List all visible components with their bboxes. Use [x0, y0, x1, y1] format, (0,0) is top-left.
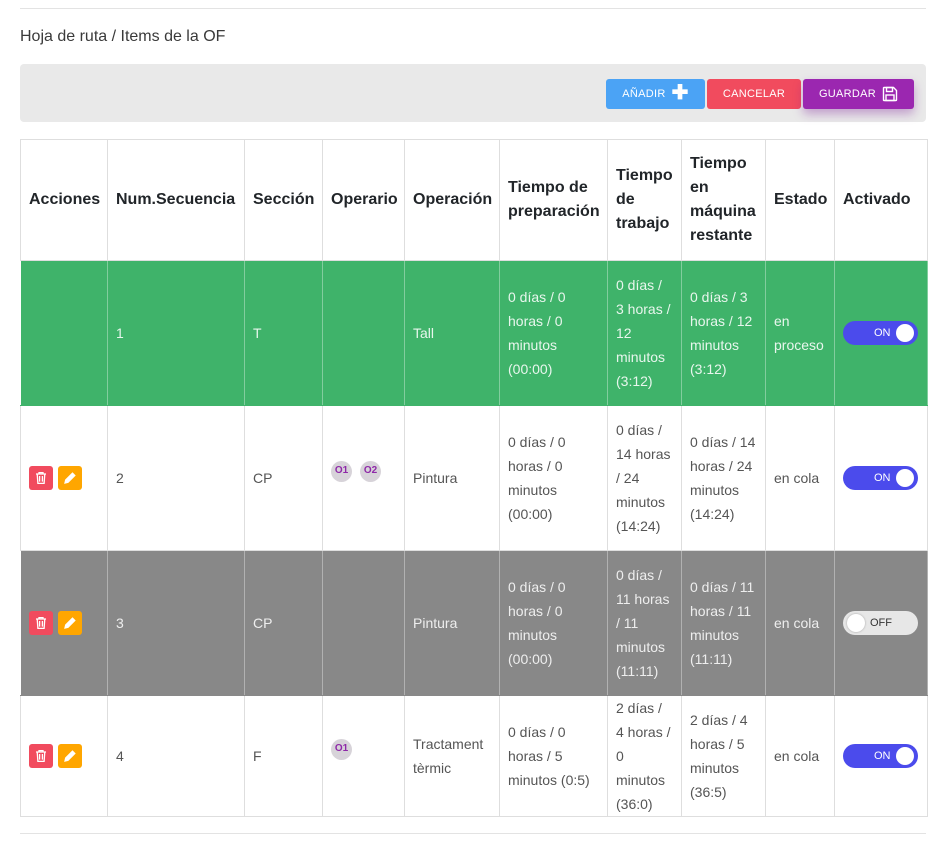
table-row: 4 F O1 Tractament tèrmic 0 días / 0 hora…: [20, 695, 928, 817]
toggle-label: ON: [874, 472, 891, 484]
header-estado: Estado: [765, 139, 835, 261]
prep-time-cell: 0 días / 0 horas / 0 minutos (00:00): [499, 405, 608, 551]
remaining-time-cell: 0 días / 3 horas / 12 minutos (3:12): [681, 260, 766, 406]
pencil-icon: [64, 472, 76, 484]
sequence-cell: 2: [107, 405, 245, 551]
header-operacion: Operación: [404, 139, 500, 261]
cancel-button-label: CANCELAR: [722, 88, 786, 100]
toggle-knob: [896, 324, 914, 342]
operator-chip[interactable]: O1: [331, 738, 352, 760]
trash-icon: [36, 471, 46, 485]
header-acciones: Acciones: [20, 139, 108, 261]
sequence-cell: 1: [107, 260, 245, 406]
pencil-icon: [64, 617, 76, 629]
actions-cell: [20, 405, 108, 551]
activated-toggle[interactable]: ON: [843, 321, 918, 345]
delete-button[interactable]: [29, 744, 53, 768]
prep-time-cell: 0 días / 0 horas / 0 minutos (00:00): [499, 550, 608, 696]
operator-cell: O1 O2: [322, 405, 405, 551]
route-items-table: Acciones Num.Secuencia Sección Operario …: [20, 139, 928, 817]
operator-chip[interactable]: O1: [331, 460, 352, 482]
actions-cell: [20, 550, 108, 696]
delete-button[interactable]: [29, 611, 53, 635]
plus-icon: ✚: [671, 82, 689, 104]
section-cell: CP: [244, 550, 323, 696]
status-cell: en cola: [765, 550, 835, 696]
status-cell: en cola: [765, 405, 835, 551]
sequence-cell: 3: [107, 550, 245, 696]
header-restante: Tiempo en máquina restante: [681, 139, 766, 261]
status-cell: en cola: [765, 695, 835, 817]
edit-button[interactable]: [58, 744, 82, 768]
activated-toggle[interactable]: ON: [843, 466, 918, 490]
toggle-knob: [847, 614, 865, 632]
sequence-cell: 4: [107, 695, 245, 817]
operation-cell: Tractament tèrmic: [404, 695, 500, 817]
activated-cell: ON: [834, 405, 928, 551]
table-row: 3 CP Pintura 0 días / 0 horas / 0 minuto…: [20, 550, 928, 696]
operator-cell: [322, 550, 405, 696]
activated-cell: ON: [834, 260, 928, 406]
add-button[interactable]: AÑADIR ✚: [606, 79, 705, 109]
save-button[interactable]: GUARDAR: [803, 79, 914, 109]
work-time-cell: 2 días / 4 horas / 0 minutos (36:0): [607, 695, 682, 817]
trash-icon: [36, 616, 46, 630]
toggle-knob: [896, 747, 914, 765]
toggle-label: ON: [874, 327, 891, 339]
trash-icon: [36, 749, 46, 763]
remaining-time-cell: 2 días / 4 horas / 5 minutos (36:5): [681, 695, 766, 817]
toolbar: AÑADIR ✚ CANCELAR GUARDAR: [20, 64, 926, 122]
activated-toggle[interactable]: OFF: [843, 611, 918, 635]
work-time-cell: 0 días / 11 horas / 11 minutos (11:11): [607, 550, 682, 696]
activated-cell: OFF: [834, 550, 928, 696]
header-secuencia: Num.Secuencia: [107, 139, 245, 261]
actions-cell: [20, 695, 108, 817]
toggle-label: ON: [874, 750, 891, 762]
prep-time-cell: 0 días / 0 horas / 0 minutos (00:00): [499, 260, 608, 406]
add-button-label: AÑADIR: [622, 88, 666, 100]
edit-button[interactable]: [58, 466, 82, 490]
section-cell: T: [244, 260, 323, 406]
header-activado: Activado: [834, 139, 928, 261]
actions-cell: [20, 260, 108, 406]
operator-cell: O1: [322, 695, 405, 817]
header-trabajo: Tiempo de trabajo: [607, 139, 682, 261]
activated-toggle[interactable]: ON: [843, 744, 918, 768]
toggle-knob: [896, 469, 914, 487]
pencil-icon: [64, 750, 76, 762]
header-operario: Operario: [322, 139, 405, 261]
bottom-divider: [20, 833, 926, 834]
prep-time-cell: 0 días / 0 horas / 5 minutos (0:5): [499, 695, 608, 817]
activated-cell: ON: [834, 695, 928, 817]
section-cell: CP: [244, 405, 323, 551]
breadcrumb: Hoja de ruta / Items de la OF: [20, 28, 226, 45]
table-row: 2 CP O1 O2 Pintura 0 días / 0 horas / 0 …: [20, 405, 928, 551]
floppy-disk-icon: [882, 86, 898, 102]
status-cell: en proceso: [765, 260, 835, 406]
header-seccion: Sección: [244, 139, 323, 261]
operator-chip[interactable]: O2: [360, 460, 381, 482]
toggle-label: OFF: [870, 617, 892, 629]
work-time-cell: 0 días / 3 horas / 12 minutos (3:12): [607, 260, 682, 406]
operation-cell: Pintura: [404, 405, 500, 551]
edit-button[interactable]: [58, 611, 82, 635]
save-button-label: GUARDAR: [818, 88, 877, 100]
remaining-time-cell: 0 días / 14 horas / 24 minutos (14:24): [681, 405, 766, 551]
section-cell: F: [244, 695, 323, 817]
work-time-cell: 0 días / 14 horas / 24 minutos (14:24): [607, 405, 682, 551]
remaining-time-cell: 0 días / 11 horas / 11 minutos (11:11): [681, 550, 766, 696]
operation-cell: Pintura: [404, 550, 500, 696]
cancel-button[interactable]: CANCELAR: [707, 79, 801, 109]
top-divider: [20, 8, 926, 9]
operator-cell: [322, 260, 405, 406]
table-row: 1 T Tall 0 días / 0 horas / 0 minutos (0…: [20, 260, 928, 406]
delete-button[interactable]: [29, 466, 53, 490]
header-preparacion: Tiempo de preparación: [499, 139, 608, 261]
operation-cell: Tall: [404, 260, 500, 406]
table-header-row: Acciones Num.Secuencia Sección Operario …: [20, 139, 928, 261]
